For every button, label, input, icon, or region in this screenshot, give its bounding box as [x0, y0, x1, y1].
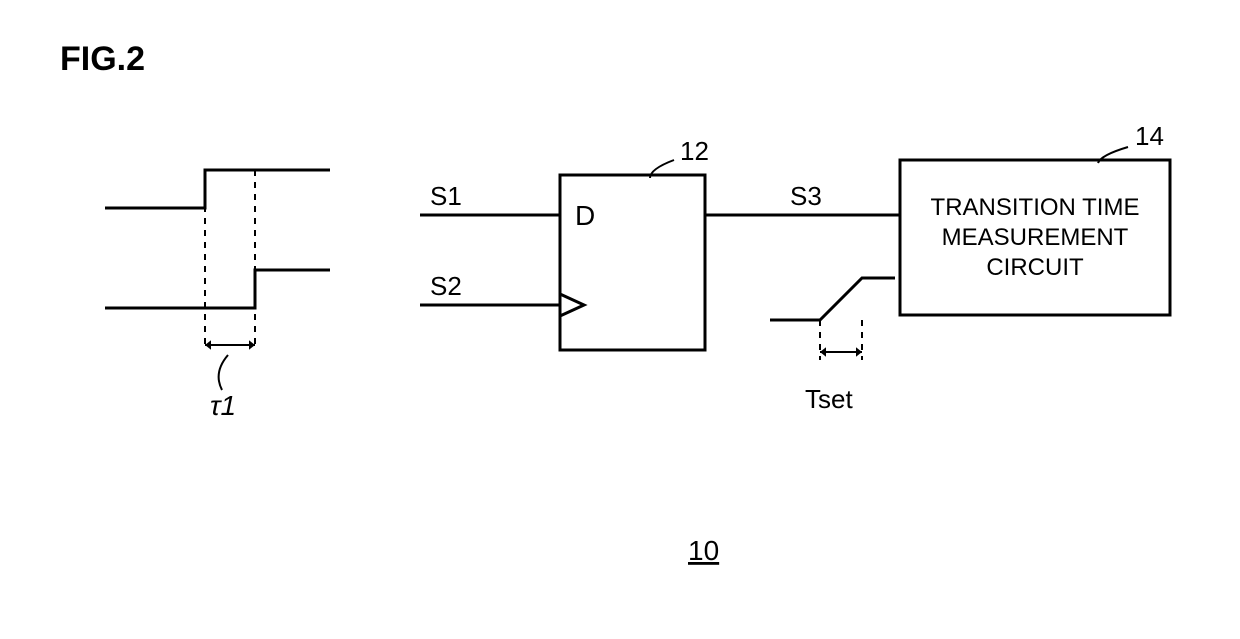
label-s1: S1 — [430, 181, 462, 211]
tau1-leader — [219, 355, 228, 390]
waveform-tset — [770, 278, 895, 320]
label-s2: S2 — [430, 271, 462, 301]
ref12-label: 12 — [680, 136, 709, 166]
figure-title: FIG.2 — [60, 40, 145, 78]
circuit-box-line1: TRANSITION TIME — [931, 194, 1140, 221]
waveform-s1-left — [105, 170, 330, 208]
label-s3: S3 — [790, 181, 822, 211]
flipflop-d-label: D — [575, 200, 595, 231]
tau1-arrow — [205, 340, 255, 350]
circuit-box-line2: MEASUREMENT — [942, 224, 1129, 251]
clock-icon — [560, 294, 584, 316]
ref14-label: 14 — [1135, 121, 1164, 151]
tau1-label: τ1 — [210, 390, 236, 421]
tset-label: Tset — [805, 384, 853, 414]
ref10-label: 10 — [688, 535, 719, 566]
figure-canvas: FIG.2 τ1 S1 S2 D 12 S3 Tset TRANSITION T… — [0, 0, 1240, 639]
waveform-s2-left — [105, 270, 330, 308]
circuit-box-line3: CIRCUIT — [986, 254, 1084, 281]
tset-arrow — [820, 347, 862, 357]
